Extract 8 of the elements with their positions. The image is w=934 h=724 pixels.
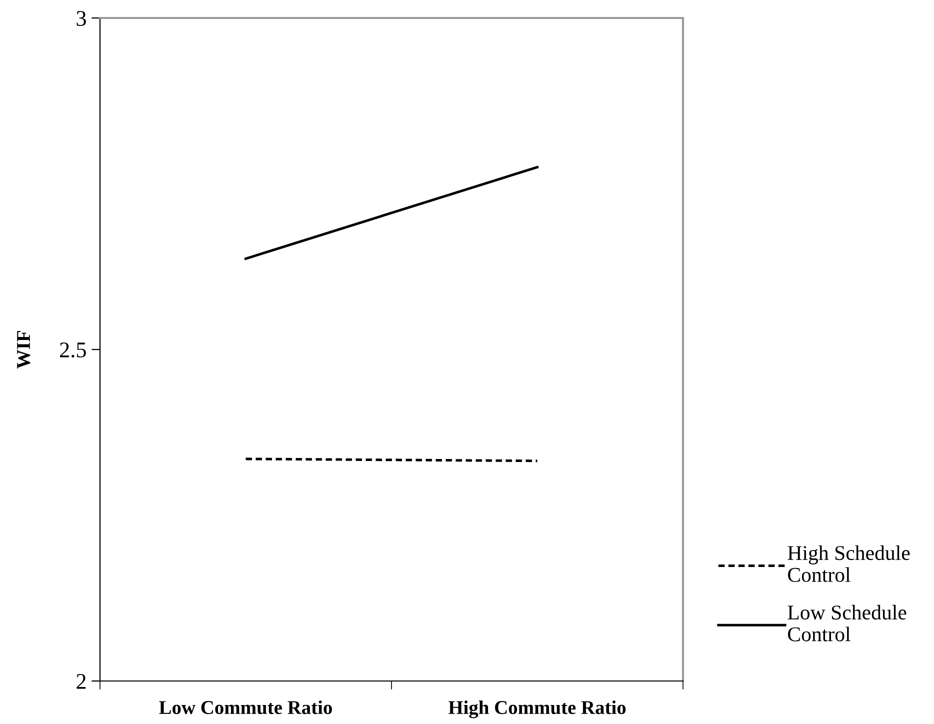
legend-label: High Schedule Control [788,545,910,582]
y-tick-label: 2.5 [60,342,86,358]
y-tick-label: 2 [76,674,86,689]
y-axis-title: WIF [17,330,30,369]
legend-label: Low Schedule Control [788,604,906,642]
y-tick-label: 3 [76,10,86,26]
x-tick-label: High Commute Ratio [448,700,626,718]
x-tick-label: Low Commute Ratio [159,700,332,714]
